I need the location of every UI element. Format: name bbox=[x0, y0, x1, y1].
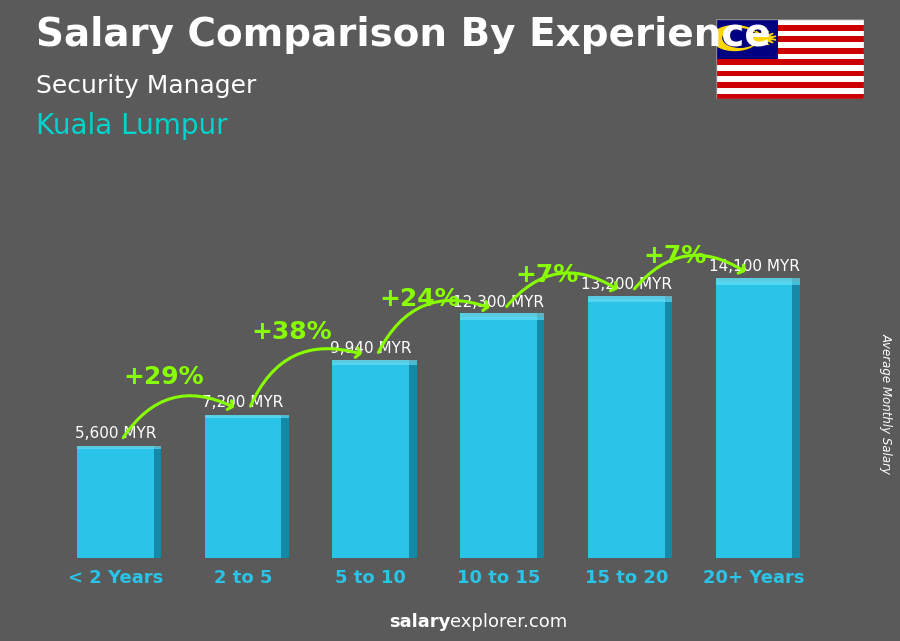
Bar bbox=[536, 313, 544, 319]
Bar bbox=[204, 417, 282, 558]
Bar bbox=[716, 94, 864, 99]
Bar bbox=[716, 48, 864, 54]
Bar bbox=[76, 447, 154, 449]
Bar bbox=[716, 42, 864, 48]
Bar bbox=[792, 281, 800, 558]
Bar bbox=[716, 37, 864, 42]
Bar bbox=[536, 317, 544, 558]
Polygon shape bbox=[749, 30, 776, 46]
Text: Kuala Lumpur: Kuala Lumpur bbox=[36, 112, 228, 140]
Bar bbox=[282, 415, 289, 419]
Bar bbox=[460, 313, 536, 319]
Bar bbox=[282, 417, 289, 558]
Bar bbox=[588, 296, 664, 302]
Text: Salary Comparison By Experience: Salary Comparison By Experience bbox=[36, 16, 770, 54]
Bar bbox=[154, 447, 161, 449]
Bar bbox=[410, 363, 417, 558]
Bar bbox=[716, 278, 792, 285]
Bar bbox=[716, 82, 864, 88]
Bar bbox=[154, 448, 161, 558]
Bar bbox=[716, 76, 864, 82]
Text: +7%: +7% bbox=[644, 244, 706, 268]
Bar bbox=[76, 448, 154, 558]
Text: 7,200 MYR: 7,200 MYR bbox=[202, 395, 284, 410]
Bar bbox=[588, 299, 664, 558]
Circle shape bbox=[712, 26, 758, 51]
Bar bbox=[716, 65, 864, 71]
Bar bbox=[332, 363, 410, 558]
Text: Average Monthly Salary: Average Monthly Salary bbox=[880, 333, 893, 474]
Text: Security Manager: Security Manager bbox=[36, 74, 256, 97]
Bar bbox=[716, 19, 864, 25]
Text: 14,100 MYR: 14,100 MYR bbox=[708, 260, 799, 274]
Bar bbox=[792, 278, 800, 285]
Bar bbox=[716, 54, 864, 60]
Bar bbox=[332, 360, 410, 365]
Text: explorer.com: explorer.com bbox=[450, 613, 567, 631]
Bar bbox=[716, 71, 864, 76]
Text: +38%: +38% bbox=[251, 320, 332, 344]
Text: +7%: +7% bbox=[516, 263, 579, 287]
Bar bbox=[716, 19, 778, 60]
Text: +29%: +29% bbox=[123, 365, 204, 389]
Bar bbox=[716, 25, 864, 31]
Bar bbox=[716, 60, 864, 65]
Text: 13,200 MYR: 13,200 MYR bbox=[580, 277, 671, 292]
Bar bbox=[716, 31, 864, 37]
Bar bbox=[410, 360, 417, 365]
Bar bbox=[460, 317, 536, 558]
Circle shape bbox=[723, 29, 757, 47]
Text: salary: salary bbox=[389, 613, 450, 631]
Bar bbox=[204, 415, 282, 419]
Bar bbox=[716, 88, 864, 94]
Bar bbox=[664, 296, 672, 302]
Text: 5,600 MYR: 5,600 MYR bbox=[75, 426, 156, 441]
Bar bbox=[664, 299, 672, 558]
Text: 9,940 MYR: 9,940 MYR bbox=[330, 341, 411, 356]
Text: +24%: +24% bbox=[379, 287, 460, 311]
Bar bbox=[716, 281, 792, 558]
Text: 12,300 MYR: 12,300 MYR bbox=[453, 295, 544, 310]
